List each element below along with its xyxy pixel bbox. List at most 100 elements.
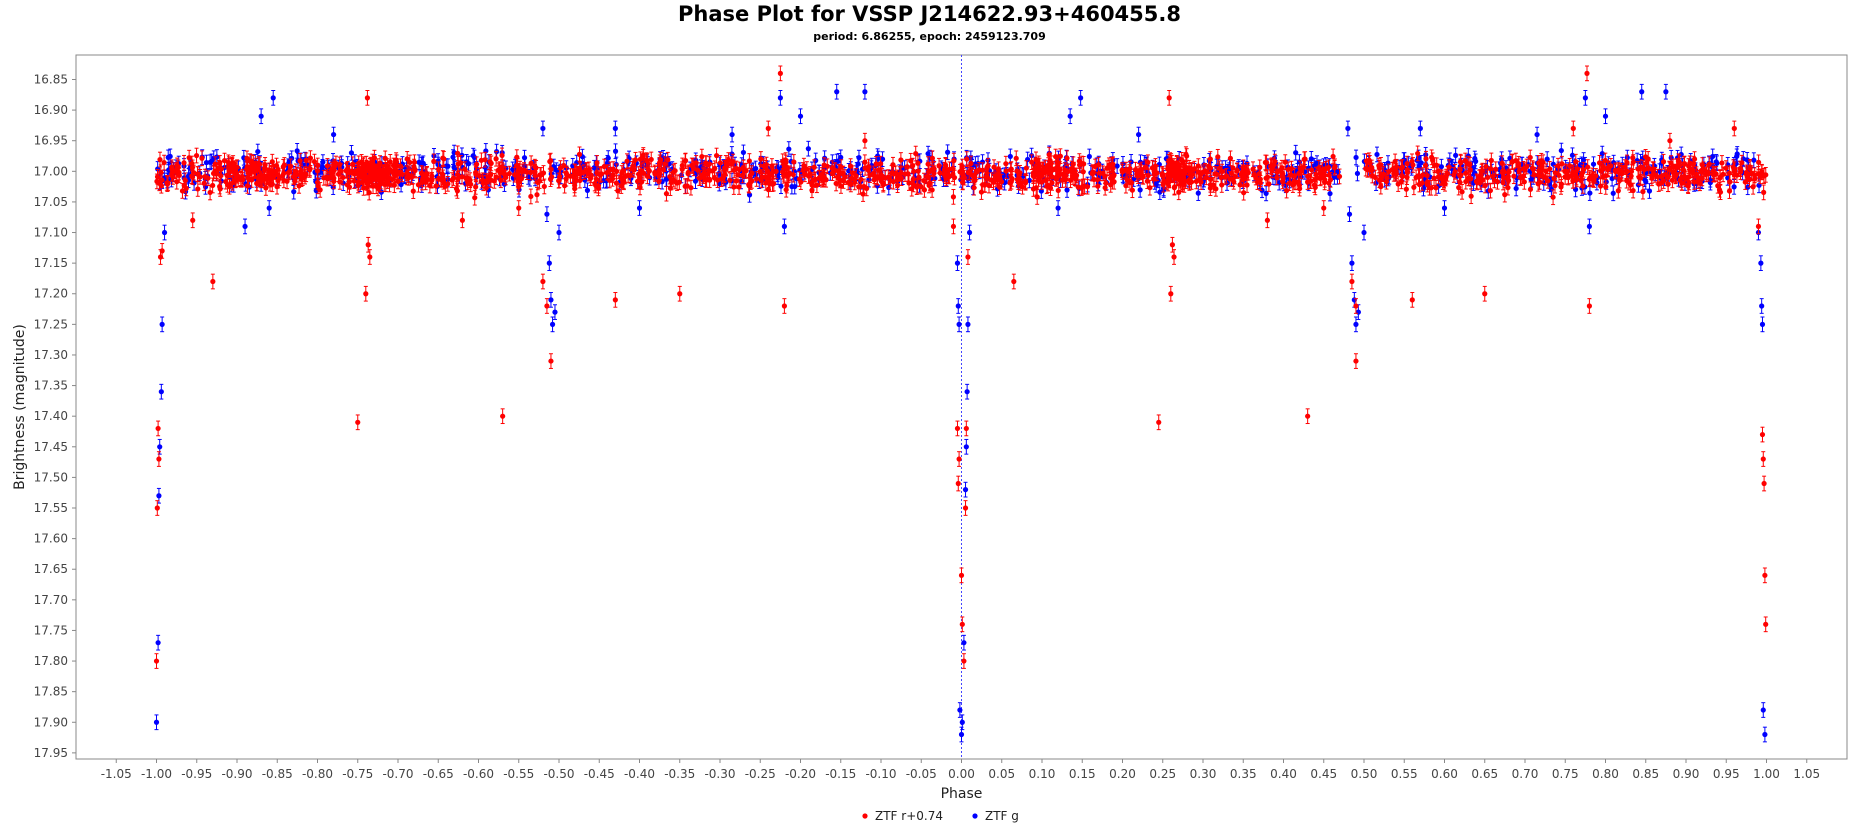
data-point bbox=[244, 158, 250, 175]
legend: ZTF r+0.74 ZTF g bbox=[862, 809, 1019, 823]
y-tick-label: 17.25 bbox=[34, 317, 68, 331]
data-point bbox=[354, 165, 361, 182]
data-point bbox=[244, 178, 251, 194]
data-point bbox=[292, 173, 298, 190]
data-point bbox=[186, 149, 192, 166]
data-point bbox=[161, 154, 167, 171]
data-point bbox=[226, 158, 232, 175]
data-point bbox=[1086, 148, 1092, 165]
x-tick-label: 0.95 bbox=[1713, 767, 1740, 781]
x-tick-label: -0.45 bbox=[584, 767, 615, 781]
data-point bbox=[962, 481, 969, 498]
data-point bbox=[945, 144, 951, 161]
data-point bbox=[605, 150, 611, 166]
data-point bbox=[209, 153, 215, 170]
data-point bbox=[273, 157, 280, 174]
x-tick-label: 0.00 bbox=[948, 767, 975, 781]
data-point bbox=[161, 224, 168, 241]
data-point bbox=[270, 169, 277, 185]
data-point bbox=[154, 168, 161, 185]
data-point bbox=[239, 168, 245, 185]
data-point bbox=[297, 152, 303, 169]
data-point bbox=[1586, 218, 1592, 235]
x-tick-label: 0.40 bbox=[1270, 767, 1297, 781]
data-point bbox=[786, 141, 792, 157]
data-point bbox=[269, 153, 275, 170]
x-tick-label: -0.15 bbox=[825, 767, 856, 781]
data-point bbox=[314, 162, 321, 179]
legend-label: ZTF r+0.74 bbox=[875, 809, 943, 823]
data-point bbox=[345, 161, 351, 177]
data-point bbox=[1472, 150, 1478, 167]
data-point bbox=[194, 166, 201, 182]
x-tick-label: -0.55 bbox=[503, 767, 534, 781]
data-point bbox=[349, 163, 355, 180]
chart-subtitle: period: 6.86255, epoch: 2459123.709 bbox=[813, 30, 1046, 43]
data-point bbox=[549, 316, 556, 333]
data-point bbox=[258, 172, 264, 189]
data-point bbox=[1055, 200, 1061, 216]
data-point bbox=[556, 224, 562, 241]
data-point bbox=[1354, 165, 1361, 182]
data-point bbox=[172, 163, 178, 180]
data-point bbox=[1353, 316, 1359, 333]
data-point bbox=[956, 316, 962, 333]
x-tick-label: -0.85 bbox=[262, 767, 293, 781]
data-point bbox=[221, 152, 228, 169]
data-point bbox=[214, 165, 220, 182]
data-point bbox=[258, 108, 264, 125]
data-point bbox=[729, 126, 735, 143]
data-point bbox=[1349, 255, 1355, 271]
data-point bbox=[266, 200, 272, 216]
y-axis: 16.85 16.90 16.95 17.00 17.05 17.10 17.15 17.20… bbox=[34, 72, 76, 760]
x-tick-label: 0.75 bbox=[1552, 767, 1579, 781]
data-point bbox=[226, 178, 233, 195]
data-point bbox=[1762, 726, 1768, 743]
x-tick-label: -0.40 bbox=[624, 767, 655, 781]
data-point bbox=[834, 83, 840, 100]
y-tick-label: 16.95 bbox=[34, 134, 68, 148]
data-point bbox=[1345, 120, 1351, 137]
x-tick-label: -0.25 bbox=[745, 767, 776, 781]
x-tick-label: -0.65 bbox=[423, 767, 454, 781]
y-tick-label: 17.50 bbox=[34, 470, 68, 484]
data-point bbox=[324, 158, 331, 174]
data-point bbox=[1759, 316, 1766, 333]
data-point bbox=[777, 90, 783, 106]
data-point bbox=[954, 255, 961, 271]
y-tick-label: 17.35 bbox=[34, 379, 68, 393]
x-tick-label: -0.80 bbox=[302, 767, 333, 781]
y-tick-label: 17.70 bbox=[34, 593, 68, 607]
y-tick-label: 17.15 bbox=[34, 256, 68, 270]
x-tick-label: -0.35 bbox=[664, 767, 695, 781]
data-point bbox=[1760, 702, 1766, 718]
x-tick-label: -1.05 bbox=[101, 767, 132, 781]
y-axis-title: Brightness (magnitude) bbox=[12, 324, 28, 490]
x-tick-label: 0.65 bbox=[1471, 767, 1498, 781]
y-tick-label: 17.45 bbox=[34, 440, 68, 454]
data-point bbox=[1361, 224, 1367, 241]
data-point bbox=[1327, 185, 1333, 202]
x-tick-label: 0.05 bbox=[988, 767, 1015, 781]
data-point bbox=[247, 164, 253, 181]
data-point bbox=[1663, 83, 1669, 100]
data-point bbox=[1734, 146, 1740, 162]
data-point bbox=[1599, 145, 1605, 162]
y-tick-label: 17.20 bbox=[34, 287, 68, 301]
data-point bbox=[1639, 83, 1645, 100]
data-point bbox=[181, 154, 187, 171]
data-point bbox=[164, 176, 170, 192]
data-point bbox=[155, 634, 161, 651]
legend-marker bbox=[972, 813, 978, 819]
data-point bbox=[1263, 185, 1269, 202]
x-tick-label: -0.30 bbox=[704, 767, 735, 781]
data-point bbox=[584, 182, 591, 199]
data-point bbox=[197, 169, 203, 185]
x-axis-title: Phase bbox=[941, 786, 983, 802]
data-point bbox=[548, 292, 554, 308]
data-point bbox=[1587, 185, 1593, 201]
data-point bbox=[416, 154, 422, 171]
data-point bbox=[253, 157, 259, 174]
x-tick-label: 1.00 bbox=[1753, 767, 1780, 781]
